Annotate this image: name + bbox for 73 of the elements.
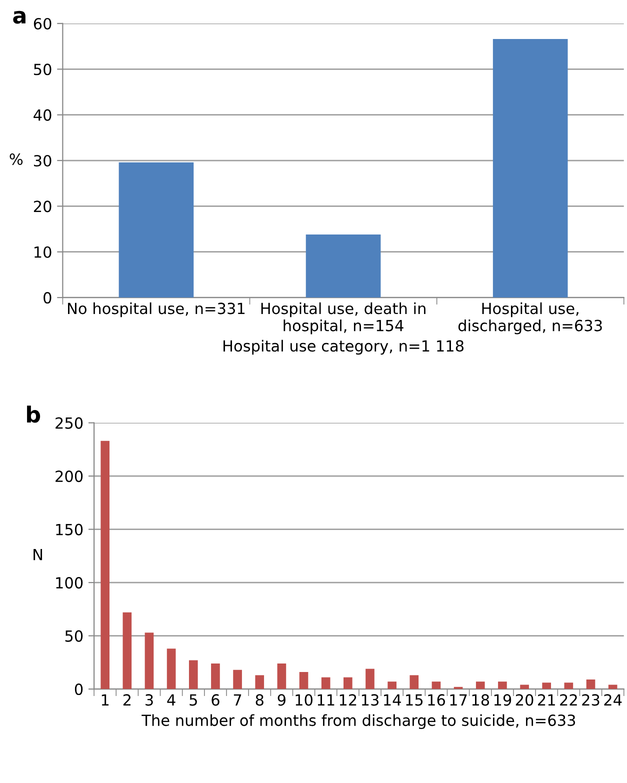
bar xyxy=(542,682,552,690)
bar xyxy=(476,682,485,690)
x-tick-label: 6 xyxy=(212,694,220,706)
bar xyxy=(608,684,618,690)
x-tick-label: 9 xyxy=(278,694,286,706)
x-tick-label: 23 xyxy=(582,694,600,706)
y-tick-label: 10 xyxy=(34,246,52,258)
y-tick-label: 60 xyxy=(34,18,52,30)
y-axis-title: % xyxy=(10,153,23,165)
x-tick-label: 10 xyxy=(296,694,312,706)
x-axis-title: The number of months from discharge to suicide, n=633 xyxy=(142,714,576,730)
x-tick-label: 13 xyxy=(362,694,378,706)
bar xyxy=(366,668,374,690)
y-tick-label: 50 xyxy=(34,64,52,76)
y-tick-label: 30 xyxy=(34,154,52,167)
x-tick-label: 15 xyxy=(406,694,423,706)
y-tick-label: 50 xyxy=(65,630,83,642)
y-tick-label: 100 xyxy=(56,577,83,589)
bar xyxy=(233,670,242,690)
bar xyxy=(144,632,154,690)
bar xyxy=(520,684,529,690)
y-tick-label: 40 xyxy=(34,109,52,121)
x-tick-label: 14 xyxy=(384,694,401,706)
x-tick-label: 24 xyxy=(604,694,622,706)
bar xyxy=(344,677,352,690)
bar xyxy=(122,612,132,690)
x-tick-label: 5 xyxy=(190,694,197,706)
x-tick-label: 8 xyxy=(256,694,264,706)
bar xyxy=(432,682,441,690)
x-tick-label: Hospital use, death in hospital, n=154 xyxy=(261,302,426,334)
x-tick-label: Hospital use, discharged, n=633 xyxy=(458,302,602,334)
bar xyxy=(299,672,308,690)
bar xyxy=(321,677,330,690)
x-tick-label: 18 xyxy=(472,694,490,706)
bar xyxy=(410,675,419,690)
x-tick-label: 19 xyxy=(494,694,512,706)
x-tick-label: 3 xyxy=(146,694,153,706)
x-axis-title: Hospital use category, n=1 118 xyxy=(224,340,464,355)
x-tick-label: 21 xyxy=(538,694,555,706)
bar xyxy=(255,675,264,690)
x-tick-label: 4 xyxy=(167,694,176,706)
chart-title: a xyxy=(13,10,26,24)
bar xyxy=(388,682,396,690)
y-tick-label: 0 xyxy=(44,292,52,304)
bar xyxy=(188,660,198,690)
bar xyxy=(118,162,194,298)
x-tick-label: 7 xyxy=(234,694,242,706)
bar xyxy=(211,663,220,690)
y-tick-label: 0 xyxy=(74,684,83,696)
bar xyxy=(492,39,568,298)
bar xyxy=(277,663,286,690)
y-tick-label: 250 xyxy=(56,417,83,429)
x-tick-label: 11 xyxy=(318,694,334,706)
y-axis-title: N xyxy=(34,549,42,560)
x-tick-label: 22 xyxy=(560,694,577,706)
y-tick-label: 200 xyxy=(56,470,83,482)
bar xyxy=(586,679,596,690)
bar xyxy=(306,234,381,298)
bar xyxy=(498,682,507,690)
bar xyxy=(564,682,574,690)
y-tick-label: 20 xyxy=(34,200,52,212)
x-tick-label: 2 xyxy=(123,694,130,706)
chart-title: b xyxy=(27,406,40,423)
bar xyxy=(100,440,110,690)
x-tick-label: 17 xyxy=(450,694,467,706)
bar xyxy=(166,648,176,690)
x-tick-label: 16 xyxy=(428,694,445,706)
x-tick-label: 12 xyxy=(340,694,356,706)
x-tick-label: 20 xyxy=(516,694,534,706)
y-tick-label: 150 xyxy=(56,524,83,536)
bar xyxy=(454,686,463,690)
x-tick-label: No hospital use, n=331 xyxy=(68,302,245,318)
x-tick-label: 1 xyxy=(102,694,109,706)
